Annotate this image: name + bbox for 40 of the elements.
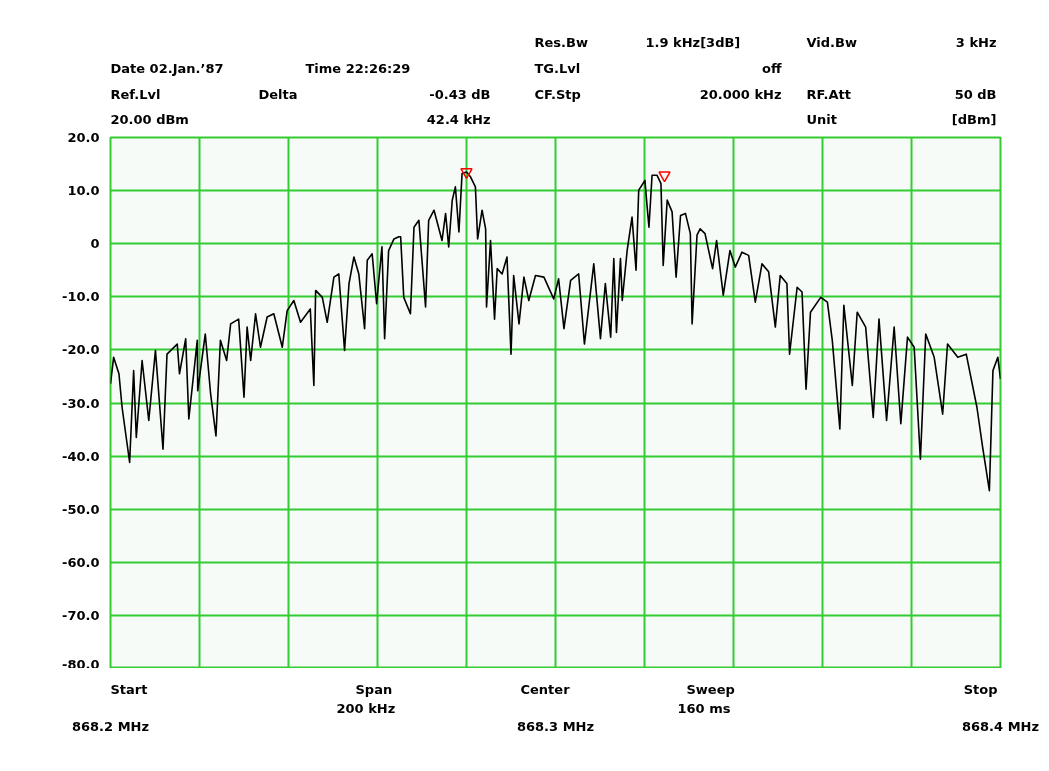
y-tick-label: -30.0 [62,395,100,411]
text: Span [355,682,393,697]
text: 3 kHz [955,35,997,50]
text: Center [520,682,571,697]
text: TG.Lvl [534,61,581,76]
text: off [762,61,782,76]
text: 160 ms [677,701,731,716]
text: 42.4 kHz [426,112,491,127]
y-tick-label: 10.0 [67,183,100,199]
text: -0.43 dB [429,87,491,102]
text: Sweep [686,682,735,697]
y-tick-label: -80.0 [62,656,100,672]
y-tick-label: 0 [90,236,100,252]
y-tick-label: -50.0 [62,501,100,517]
y-tick-label: -70.0 [62,607,100,623]
text: 20.000 kHz [699,87,782,102]
text: Res.Bw [534,35,588,50]
y-tick-label: -10.0 [62,289,100,305]
text: RF.Att [806,87,851,102]
text: Delta [258,87,298,102]
x-tick-label: 868.2 MHz [71,718,150,734]
text: Ref.Lvl [110,87,161,102]
x-tick-label: 868.3 MHz [516,718,595,734]
text: Time 22:26:29 [305,61,411,76]
text: [dBm] [951,112,997,127]
y-tick-label: -60.0 [62,554,100,570]
text: 50 dB [954,87,997,102]
text: 20.00 dBm [110,112,189,127]
text: 1.9 kHz[3dB] [645,35,741,50]
x-tick-label: 868.4 MHz [961,718,1040,734]
text: Unit [806,112,837,127]
y-tick-label: -20.0 [62,342,100,358]
y-tick-label: 20.0 [67,130,100,145]
text: CF.Stp [534,87,581,102]
text: Start [110,682,148,697]
text: Stop [963,682,998,697]
text: Date 02.Jan.’87 [110,61,224,76]
y-tick-label: -40.0 [62,448,100,464]
text: 200 kHz [336,701,396,716]
text: Vid.Bw [806,35,857,50]
